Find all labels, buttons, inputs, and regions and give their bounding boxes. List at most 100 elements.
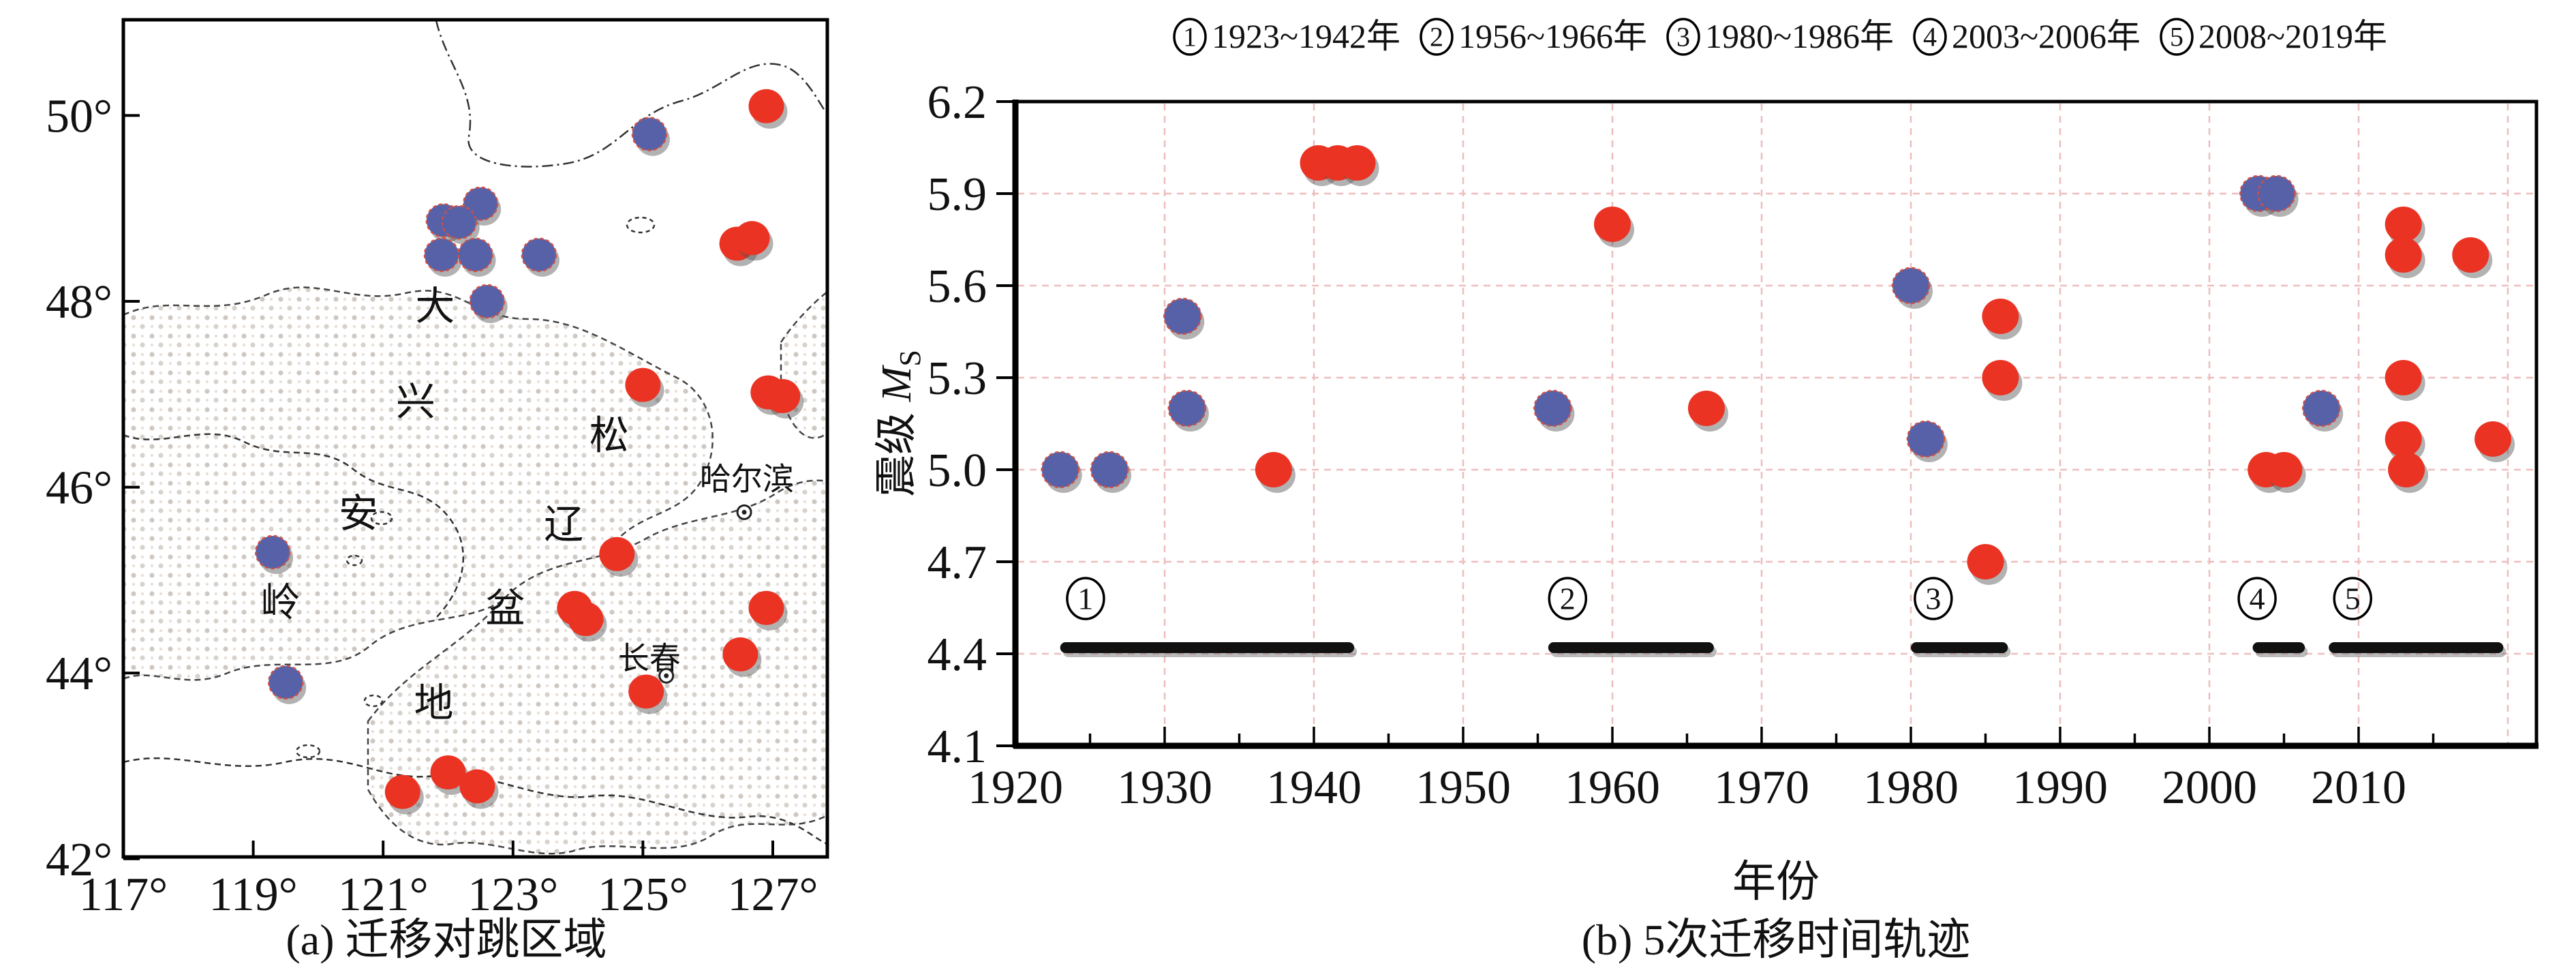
map-city-marker-center [664,673,669,678]
map-dot-blue [521,237,557,273]
map-dot-red [625,367,661,402]
map-earthquake-dots [254,89,804,815]
chart-x-axis-label: 年份 [1732,858,1820,906]
chart-dot-red [2388,452,2425,487]
chart-dot-red [2385,421,2422,457]
y-tick-label: 5.3 [927,352,987,405]
map-axis-ticks: 50° 48° 46° 44° 42°117° 119° 121° 123° 125° 127° [46,90,818,921]
chart-y-axis-label: 震级 MS [874,350,927,497]
map-city-label: 哈尔滨 [700,462,794,497]
map-region-label: 盆 [485,586,525,631]
map-dot-red [459,769,495,804]
period-number-digit: 2 [1560,582,1576,616]
y-tick-label: 5.6 [927,260,987,313]
chart-axis-ticks: 1920 1930 1940 1950 1960 1970 1980 1990 2000 2010… [927,76,2435,814]
map-frame [121,18,829,859]
period-number-digit: 3 [1925,582,1941,616]
chart-dot-red [1255,452,1292,487]
map-dot-red [384,774,420,809]
period-bar [1911,642,2008,653]
legend-number-digit: 2 [1430,22,1443,52]
coastline-path [123,433,464,620]
period-number-circle [1548,577,1588,620]
map-dot-red [748,89,784,123]
chart-dot-red [1967,544,2004,579]
y-tick-label: 6.2 [927,76,987,129]
chart-scatter-dots [1041,145,2515,585]
islet-outline [363,694,384,708]
x-tick-label: 1950 [1415,761,1511,814]
map-lat-tick-label: 46° [46,462,112,515]
legend-number-digit: 5 [2170,22,2183,52]
period-number-digit: 1 [1077,582,1093,616]
map-region-label: 安 [339,492,378,536]
map-dot-blue [457,237,493,273]
period-number-circle [1066,577,1105,620]
map-coastlines [123,20,827,845]
islet-outline [370,511,393,526]
legend-number-digit: 4 [1923,22,1937,52]
period-number-circle [1914,577,1953,620]
chart-dot-blue [2257,175,2296,213]
map-region-label: 地 [414,681,454,725]
chart-dot-red [1594,207,1631,242]
chart-dot-blue [1163,297,1202,335]
legend-period-label: 2003~2006年 [1952,17,2141,55]
period-number-circle [2237,577,2277,620]
islet-outline [346,554,363,567]
chart-dot-red [1982,360,2019,395]
legend-number-circle [2160,18,2194,56]
map-region-label: 松 [589,413,629,457]
period-number-circle [2333,577,2372,620]
map-dot-blue [631,117,668,151]
map-region-label: 大 [415,284,455,329]
map-stipple-regions [123,286,827,855]
map-city-marker-center [741,509,747,515]
map-dot-blue [254,534,291,570]
map-region-label: 兴 [396,380,435,424]
map-lat-tick-label: 44° [46,648,112,700]
map-lon-tick-label: 127° [728,869,818,921]
period-number-digit: 5 [2345,582,2361,616]
chart-dot-blue [1906,420,1946,458]
y-tick-label: 4.7 [927,537,987,589]
x-tick-label: 1980 [1863,761,1959,814]
map-region-label: 岭 [261,581,301,625]
x-tick-label: 1940 [1266,761,1362,814]
map-dot-red [748,590,784,625]
chart-dot-red [2385,207,2422,242]
chart-dot-blue [1090,451,1129,489]
chart-dot-blue [1891,267,1931,305]
map-lon-tick-label: 123° [467,869,558,921]
legend-number-digit: 1 [1183,22,1197,52]
chart-dot-red [2385,360,2422,395]
legend-period-label: 1956~1966年 [1458,17,1647,55]
period-bar [2252,642,2305,653]
legend-period-label: 1923~1942年 [1212,17,1400,55]
chart-period-bars: 1 2 3 4 5 [1060,577,2506,657]
legend-number-circle [1913,18,1947,56]
stipple-northwest-mountains [123,286,714,681]
chart-panel: 1 1923~1942年 2 1956~1966年 3 1980~1986年 4 2003~2… [874,17,2539,964]
x-tick-label: 1920 [968,761,1063,814]
chart-dot-blue [1041,451,1079,489]
map-dot-red [430,755,466,790]
y-tick-label: 5.0 [927,444,987,497]
legend-number-digit: 3 [1676,22,1690,52]
x-tick-label: 2000 [2162,761,2257,814]
legend-number-circle [1666,18,1700,56]
map-lon-tick-label: 121° [338,869,429,921]
chart-dot-red [1982,299,2019,334]
map-region-label: 辽 [544,502,583,547]
islet-outline [295,744,321,759]
map-lat-tick-label: 50° [46,90,112,142]
legend-period-label: 1980~1986年 [1705,17,1894,55]
map-dot-red [568,602,604,637]
chart-dot-red [2452,237,2489,273]
period-number-digit: 4 [2250,582,2265,616]
map-lon-tick-label: 117° [79,869,168,921]
period-bar [1060,642,1355,653]
